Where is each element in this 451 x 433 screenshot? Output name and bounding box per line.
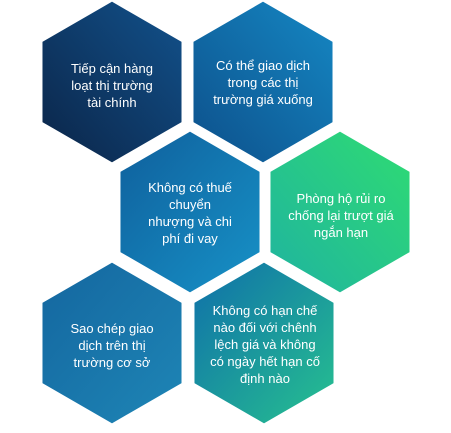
- hex-top-left: [39, 0, 185, 166]
- hex-label-bottom-right: Không có hạn chế nào đối với chênh lệch …: [210, 302, 320, 386]
- hex-middle-left: [117, 128, 263, 296]
- hex-label-bottom-left: Sao chép giao dịch trên thị trường cơ sở: [70, 320, 154, 370]
- hex-bottom-left: [39, 259, 185, 427]
- hex-top-right: [190, 0, 336, 166]
- hex-label-top-right: Có thể giao dịch trong các thị trường gi…: [213, 57, 313, 107]
- hex-label-top-left: Tiếp cận hàng loạt thị trường tài chính: [71, 60, 153, 110]
- hex-label-middle-right: Phòng hộ rủi ro chống lại trượt giá ngắn…: [288, 190, 394, 240]
- hex-middle-right: [267, 128, 413, 296]
- hex-label-middle-left: Không có thuế chuyển nhượng và chi phí đ…: [148, 180, 232, 246]
- hex-bottom-right: [191, 259, 337, 427]
